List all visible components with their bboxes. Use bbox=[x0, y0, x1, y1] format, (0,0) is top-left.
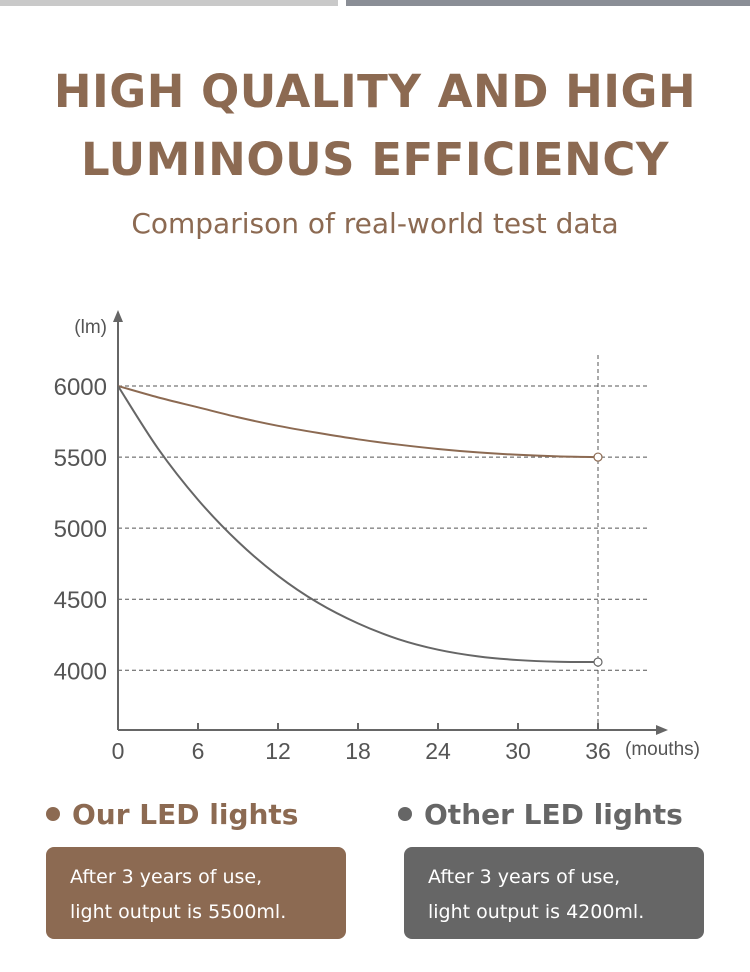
card-other-line-2: light output is 4200ml. bbox=[428, 901, 645, 923]
x-tick-label-0: 0 bbox=[112, 738, 125, 764]
top-image-gap bbox=[338, 0, 346, 6]
card-other-line-1: After 3 years of use, bbox=[428, 866, 621, 888]
y-axis-arrow bbox=[113, 310, 123, 322]
y-tick-label-5000: 5000 bbox=[54, 516, 107, 543]
page-subtitle: Comparison of real-world test data bbox=[131, 207, 619, 240]
legend-ours-label: Our LED lights bbox=[72, 797, 299, 831]
series-line-ours bbox=[117, 385, 599, 459]
x-tick-label-30: 30 bbox=[505, 738, 531, 764]
card-ours-line-2: light output is 5500ml. bbox=[70, 901, 287, 923]
page-title: HIGH QUALITY AND HIGH LUMINOUS EFFICIENC… bbox=[0, 58, 750, 194]
top-image-strip bbox=[0, 0, 750, 6]
top-image-left bbox=[0, 0, 338, 6]
x-tick-label-12: 12 bbox=[265, 738, 291, 764]
series-endpoint-other bbox=[593, 657, 603, 667]
card-ours: After 3 years of use, light output is 55… bbox=[46, 847, 346, 939]
legend-other-label: Other LED lights bbox=[424, 797, 683, 831]
card-other: After 3 years of use, light output is 42… bbox=[404, 847, 704, 939]
series-endpoint-ours bbox=[593, 452, 603, 462]
x-tick-label-6: 6 bbox=[192, 738, 205, 764]
series-line-other bbox=[117, 385, 599, 664]
card-ours-line-1: After 3 years of use, bbox=[70, 866, 263, 888]
y-tick-label-4000: 4000 bbox=[54, 658, 107, 685]
y-axis-label: (lm) bbox=[74, 317, 107, 338]
legend-ours: Our LED lights bbox=[46, 794, 298, 834]
legend-other: Other LED lights bbox=[398, 794, 683, 834]
x-tick-label-18: 18 bbox=[345, 738, 371, 764]
y-tick-label-4500: 4500 bbox=[54, 587, 107, 614]
x-axis-label: (mouths) bbox=[625, 739, 700, 760]
legend-other-dot bbox=[398, 807, 412, 821]
y-tick-label-5500: 5500 bbox=[54, 445, 107, 472]
x-tick-label-24: 24 bbox=[425, 738, 451, 764]
title-line-1: HIGH QUALITY AND HIGH bbox=[53, 65, 697, 118]
x-axis-arrow bbox=[656, 725, 668, 735]
legend-ours-dot bbox=[46, 807, 60, 821]
x-tick-label-36: 36 bbox=[585, 738, 611, 764]
y-tick-label-6000: 6000 bbox=[54, 374, 107, 401]
title-line-2: LUMINOUS EFFICIENCY bbox=[81, 133, 669, 186]
top-image-right bbox=[346, 0, 750, 6]
